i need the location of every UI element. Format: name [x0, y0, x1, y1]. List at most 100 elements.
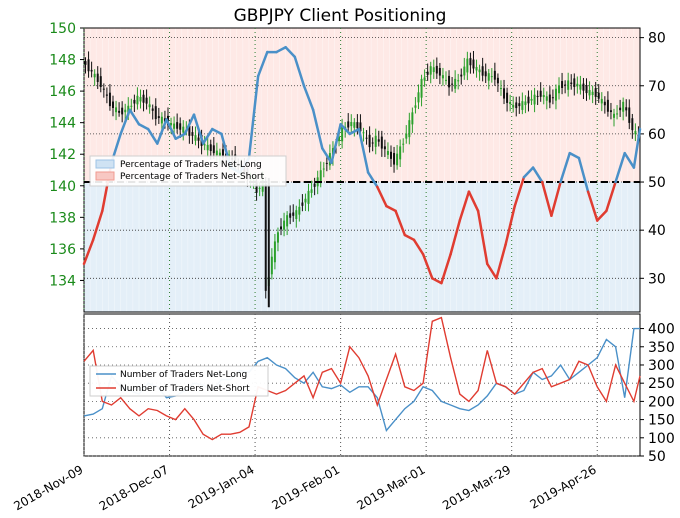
candle-body: [444, 79, 447, 81]
candle-body: [93, 73, 96, 78]
candle-body: [420, 78, 423, 98]
candle-body: [564, 84, 567, 86]
candle-body: [313, 183, 316, 187]
candle-body: [551, 97, 554, 99]
candle-body: [545, 96, 548, 101]
legend-label-long: Percentage of Traders Net-Long: [120, 160, 262, 170]
pct-line-segment: [467, 190, 480, 213]
y-left-tick-label: 134: [49, 273, 76, 289]
candle-body: [573, 78, 576, 87]
candle-body: [466, 58, 469, 73]
candle-body: [188, 125, 191, 136]
candle-body: [206, 144, 209, 151]
candle-body: [182, 126, 185, 133]
candle-body: [255, 181, 258, 193]
candle-body: [451, 83, 454, 85]
candle-body: [99, 76, 102, 88]
candle-body: [102, 88, 105, 90]
candle-body: [457, 80, 460, 82]
pct-line-segment: [357, 127, 370, 174]
pct-line-segment: [550, 180, 562, 217]
candle-body: [130, 105, 133, 107]
pct-line-segment: [504, 204, 516, 246]
candle-body: [481, 66, 484, 76]
pct-line-segment: [540, 180, 553, 217]
candle-body: [154, 106, 157, 120]
candle-body: [493, 70, 496, 80]
y-right-tick-label-bottom: 100: [648, 431, 675, 447]
pct-line-segment: [321, 147, 333, 165]
pct-line-segment: [605, 180, 617, 213]
y-left-tick-label: 146: [49, 84, 76, 100]
pct-line-segment: [275, 46, 287, 54]
candle-body: [383, 146, 386, 150]
candle-body: [105, 94, 108, 96]
candle-body: [396, 153, 399, 166]
candle-body: [435, 65, 438, 74]
candle-body: [322, 168, 325, 170]
pct-line-segment: [146, 127, 159, 145]
candle-body: [148, 104, 151, 108]
candle-body: [609, 110, 612, 113]
candle-body: [454, 78, 457, 89]
candle-body: [157, 116, 160, 119]
candle-body: [283, 220, 286, 230]
candle-body: [286, 215, 289, 227]
candle-body: [197, 137, 200, 141]
candle-body: [518, 103, 521, 107]
x-tick-label: 2019-Apr-26: [527, 462, 598, 511]
y-right-tick-label-bottom: 250: [648, 376, 675, 392]
candle-body: [136, 95, 139, 105]
y-right-tick-label: 80: [648, 31, 666, 47]
x-tick-label: 2019-Feb-01: [270, 462, 343, 512]
pct-line-segment: [174, 132, 187, 140]
candle-body: [402, 143, 405, 145]
candle-body: [429, 66, 432, 75]
legend-swatch-short: [95, 171, 115, 181]
pct-line-segment: [623, 151, 636, 169]
candle-body: [377, 139, 380, 142]
candle-body: [432, 67, 435, 73]
top-panel-frame: [83, 27, 641, 313]
candle-body: [310, 189, 313, 193]
x-tick-label: 2019-Mar-01: [355, 462, 428, 512]
candle-body: [301, 202, 304, 206]
candle-body: [613, 113, 616, 118]
candle-body: [463, 66, 466, 76]
y-right-tick-label: 40: [648, 223, 666, 239]
pct-line-segment: [183, 113, 196, 136]
candle-body: [496, 77, 499, 84]
candle-body: [582, 83, 585, 91]
candle-body: [176, 122, 179, 129]
candle-body: [597, 92, 600, 99]
pct-line-segment: [385, 204, 397, 213]
candle-body: [622, 101, 625, 112]
candle-body: [561, 81, 564, 88]
pct-line-segment: [440, 252, 452, 285]
candle-body: [368, 134, 371, 148]
candle-body: [273, 241, 276, 263]
legend-top: [89, 155, 287, 187]
candle-body: [631, 118, 634, 131]
pct-line-segment: [256, 50, 269, 78]
candle-body: [426, 71, 429, 75]
candle-body: [600, 98, 603, 104]
candle-body: [359, 122, 362, 132]
candle-body: [115, 107, 118, 113]
y-right-tick-label-bottom: 50: [648, 449, 666, 465]
candle-body: [417, 92, 420, 103]
pct-line-segment: [458, 190, 471, 222]
candle-body: [478, 69, 481, 73]
long-bg: [84, 182, 640, 312]
y-right-tick-label-bottom: 150: [648, 413, 675, 429]
y-right-tick-label-bottom: 350: [648, 340, 675, 356]
candle-body: [408, 120, 411, 138]
y-right-tick-label: 60: [648, 127, 666, 143]
candle-body: [380, 136, 383, 149]
candle-body: [87, 59, 90, 72]
pct-line-segment: [632, 127, 642, 169]
candle-body: [139, 96, 142, 102]
pct-line-segment: [412, 238, 425, 256]
candle-body: [151, 108, 154, 111]
